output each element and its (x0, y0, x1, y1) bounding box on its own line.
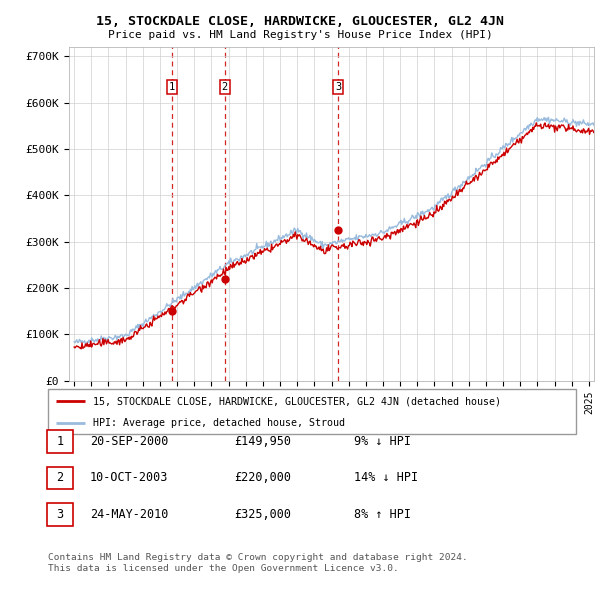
Text: 8% ↑ HPI: 8% ↑ HPI (354, 508, 411, 521)
Text: 10-OCT-2003: 10-OCT-2003 (90, 471, 169, 484)
Text: 3: 3 (56, 508, 64, 521)
Text: HPI: Average price, detached house, Stroud: HPI: Average price, detached house, Stro… (93, 418, 345, 428)
FancyBboxPatch shape (48, 389, 576, 434)
Text: 20-SEP-2000: 20-SEP-2000 (90, 435, 169, 448)
Text: Price paid vs. HM Land Registry's House Price Index (HPI): Price paid vs. HM Land Registry's House … (107, 30, 493, 40)
Text: 9% ↓ HPI: 9% ↓ HPI (354, 435, 411, 448)
Text: 15, STOCKDALE CLOSE, HARDWICKE, GLOUCESTER, GL2 4JN: 15, STOCKDALE CLOSE, HARDWICKE, GLOUCEST… (96, 15, 504, 28)
Text: Contains HM Land Registry data © Crown copyright and database right 2024.
This d: Contains HM Land Registry data © Crown c… (48, 553, 468, 573)
Text: 2: 2 (221, 82, 228, 92)
Text: £325,000: £325,000 (234, 508, 291, 521)
Text: £220,000: £220,000 (234, 471, 291, 484)
Text: 3: 3 (335, 82, 341, 92)
Text: 15, STOCKDALE CLOSE, HARDWICKE, GLOUCESTER, GL2 4JN (detached house): 15, STOCKDALE CLOSE, HARDWICKE, GLOUCEST… (93, 396, 501, 407)
Text: 1: 1 (56, 435, 64, 448)
Text: 2: 2 (56, 471, 64, 484)
Text: 1: 1 (169, 82, 175, 92)
Text: £149,950: £149,950 (234, 435, 291, 448)
Text: 24-MAY-2010: 24-MAY-2010 (90, 508, 169, 521)
Text: 14% ↓ HPI: 14% ↓ HPI (354, 471, 418, 484)
